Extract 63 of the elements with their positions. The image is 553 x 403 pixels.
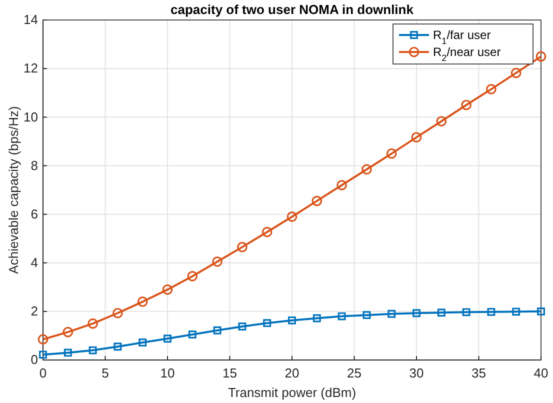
point bbox=[213, 326, 222, 334]
point bbox=[112, 308, 123, 318]
point bbox=[362, 164, 372, 175]
x-tick-label: 35 bbox=[472, 365, 486, 380]
y-tick-label: 10 bbox=[24, 109, 38, 124]
point bbox=[536, 51, 546, 62]
point bbox=[362, 311, 371, 320]
point bbox=[212, 256, 222, 267]
point bbox=[386, 148, 397, 159]
x-axis-title: Transmit power (dBm) bbox=[228, 385, 356, 400]
point bbox=[412, 309, 420, 318]
point bbox=[388, 310, 396, 318]
point bbox=[286, 212, 298, 222]
point bbox=[288, 316, 296, 324]
point bbox=[38, 334, 48, 345]
point bbox=[487, 308, 496, 316]
point bbox=[263, 319, 272, 328]
point bbox=[62, 326, 74, 338]
chart-title: capacity of two user NOMA in downlink bbox=[170, 2, 414, 17]
point bbox=[64, 348, 72, 357]
point bbox=[512, 308, 520, 316]
point bbox=[312, 196, 322, 206]
y-tick-label: 0 bbox=[30, 352, 38, 368]
x-tick-label: 15 bbox=[222, 365, 237, 380]
point bbox=[164, 334, 172, 343]
point bbox=[237, 242, 248, 252]
point bbox=[436, 116, 447, 126]
y-tick-label: 14 bbox=[24, 12, 38, 28]
point bbox=[537, 307, 545, 316]
y-tick-label: 4 bbox=[30, 255, 38, 270]
point bbox=[188, 330, 196, 338]
x-tick-label: 30 bbox=[409, 365, 424, 380]
x-tick-label: 40 bbox=[534, 365, 548, 380]
point bbox=[437, 308, 446, 317]
point bbox=[39, 350, 47, 359]
point bbox=[88, 346, 97, 354]
x-tick-label: 10 bbox=[160, 365, 175, 380]
point bbox=[138, 338, 147, 346]
x-tick-label: 20 bbox=[284, 365, 300, 380]
y-tick-label: 2 bbox=[30, 304, 38, 319]
x-tick-label: 5 bbox=[102, 365, 109, 380]
legend-label: R$_{1}$/far user bbox=[433, 28, 491, 46]
point bbox=[162, 284, 173, 295]
point bbox=[88, 318, 98, 329]
point bbox=[462, 308, 470, 316]
point bbox=[411, 132, 422, 142]
point bbox=[187, 271, 198, 282]
y-tick-label: 12 bbox=[24, 60, 38, 76]
point bbox=[262, 226, 272, 238]
x-tick-label: 25 bbox=[347, 365, 362, 380]
point bbox=[114, 342, 122, 351]
legend-label: R$_{2}$/near user bbox=[433, 45, 501, 63]
point bbox=[486, 84, 496, 94]
point bbox=[338, 312, 346, 320]
point bbox=[137, 296, 148, 307]
point bbox=[238, 322, 246, 330]
point bbox=[510, 68, 522, 78]
y-tick-label: 8 bbox=[30, 158, 38, 173]
point bbox=[461, 100, 472, 110]
point bbox=[312, 314, 321, 322]
y-tick-label: 6 bbox=[30, 206, 38, 222]
point bbox=[336, 180, 347, 190]
y-axis-title: Achievable capacity (bps/Hz) bbox=[6, 106, 21, 274]
